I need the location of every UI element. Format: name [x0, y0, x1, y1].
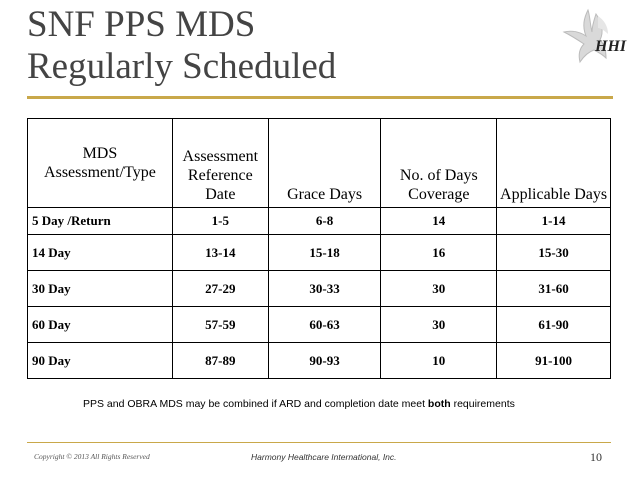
company-name: Harmony Healthcare International, Inc. — [251, 452, 397, 462]
days-coverage-cell: 30 — [380, 306, 498, 343]
days-coverage-cell: 30 — [380, 270, 498, 307]
assessment-type-cell: 5 Day /Return — [27, 207, 173, 235]
footnote-text: PPS and OBRA MDS may be combined if ARD … — [83, 398, 428, 410]
ard-cell: 1-5 — [171, 207, 269, 235]
title-underline — [27, 96, 613, 99]
title-line-2: Regularly Scheduled — [27, 46, 337, 87]
assessment-type-cell: 14 Day — [27, 234, 173, 271]
days-coverage-cell: 16 — [380, 234, 498, 271]
applicable-days-cell: 61-90 — [496, 306, 611, 343]
ard-cell: 13-14 — [171, 234, 269, 271]
footnote: PPS and OBRA MDS may be combined if ARD … — [83, 398, 515, 410]
table-row: 90 Day 87-89 90-93 10 91-100 — [27, 342, 611, 379]
footer-divider — [27, 442, 611, 443]
assessment-type-cell: 60 Day — [27, 306, 173, 343]
grace-days-cell: 30-33 — [267, 270, 382, 307]
header-days-coverage: No. of Days Coverage — [380, 118, 498, 208]
page-number: 10 — [590, 450, 602, 464]
slide-title: SNF PPS MDS Regularly Scheduled — [27, 4, 336, 88]
ard-cell: 57-59 — [171, 306, 269, 343]
table-row: 14 Day 13-14 15-18 16 15-30 — [27, 234, 611, 271]
grace-days-cell: 90-93 — [267, 342, 382, 379]
applicable-days-cell: 91-100 — [496, 342, 611, 379]
copyright-notice: Copyright © 2013 All Rights Reserved — [34, 452, 150, 461]
grace-days-cell: 60-63 — [267, 306, 382, 343]
ard-cell: 27-29 — [171, 270, 269, 307]
mds-schedule-table: MDS Assessment/Type Assessment Reference… — [27, 118, 611, 379]
title-line-1: SNF PPS MDS — [27, 4, 256, 45]
footnote-emphasis: both — [427, 398, 451, 410]
header-mds-assessment-type: MDS Assessment/Type — [27, 118, 173, 208]
grace-days-cell: 15-18 — [267, 234, 382, 271]
applicable-days-cell: 31-60 — [496, 270, 611, 307]
days-coverage-cell: 14 — [380, 207, 498, 235]
ard-cell: 87-89 — [171, 342, 269, 379]
grace-days-cell: 6-8 — [267, 207, 382, 235]
table-row: 30 Day 27-29 30-33 30 31-60 — [27, 270, 611, 307]
table-row: 60 Day 57-59 60-63 30 61-90 — [27, 306, 611, 343]
dove-logo-icon — [562, 8, 608, 64]
assessment-type-cell: 90 Day — [27, 342, 173, 379]
assessment-type-cell: 30 Day — [27, 270, 173, 307]
header-assessment-reference-date: Assessment Reference Date — [171, 118, 269, 208]
days-coverage-cell: 10 — [380, 342, 498, 379]
table-row: 5 Day /Return 1-5 6-8 14 1-14 — [27, 207, 611, 235]
header-applicable-days: Applicable Days — [496, 118, 611, 208]
table-header-row: MDS Assessment/Type Assessment Reference… — [27, 118, 611, 208]
applicable-days-cell: 15-30 — [496, 234, 611, 271]
logo-wordmark: HHI — [595, 38, 627, 55]
applicable-days-cell: 1-14 — [496, 207, 611, 235]
header-grace-days: Grace Days — [267, 118, 382, 208]
footnote-text-end: requirements — [450, 398, 515, 410]
